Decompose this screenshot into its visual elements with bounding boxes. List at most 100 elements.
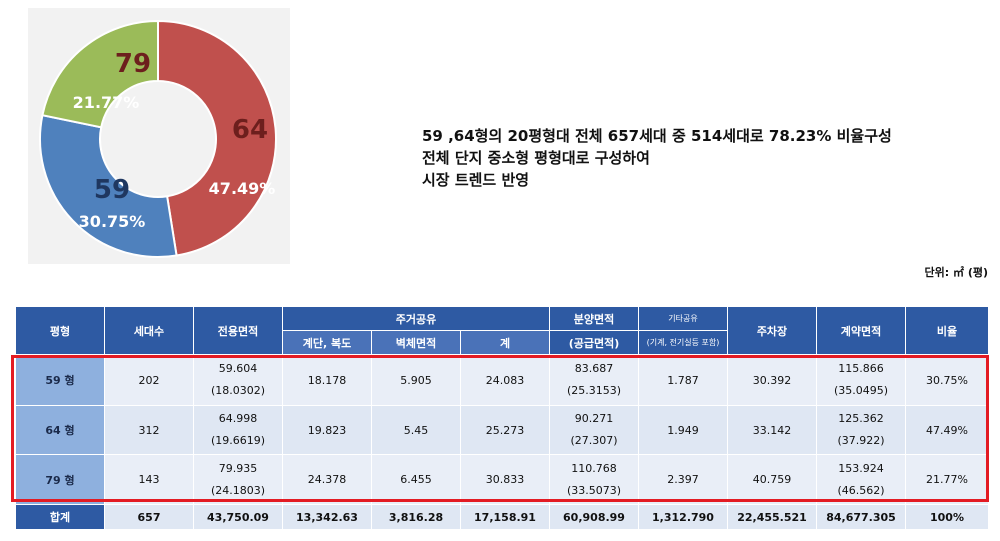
cell-households: 312 — [104, 405, 194, 455]
cell-parking: 40.759 — [727, 454, 817, 505]
row-type-label: 79 형 — [45, 473, 75, 487]
table-row: 64 형 312 64.998 (19.6619) 19.823 5.45 25.… — [15, 405, 989, 455]
cell-stair: 24.378 — [282, 454, 372, 505]
cell-stair: 19.823 — [282, 405, 372, 455]
cell-exclusive-m2: 64.998 — [218, 412, 258, 425]
cell-sale-m2: 83.687 — [574, 362, 614, 375]
header-households: 세대수 — [104, 306, 194, 355]
cell-wall: 6.455 — [371, 454, 461, 505]
cell-exclusive-m2: 59.604 — [218, 362, 258, 375]
total-subtotal: 17,158.91 — [460, 504, 550, 530]
cell-contract-py: (46.562) — [837, 483, 885, 497]
cell-subtotal: 25.273 — [460, 405, 550, 455]
cell-contract-py: (37.922) — [837, 434, 885, 447]
donut-slice-79 — [41, 19, 159, 129]
total-ratio: 100% — [905, 504, 989, 530]
cell-wall: 5.905 — [371, 354, 461, 406]
cell-wall: 5.45 — [371, 405, 461, 455]
total-wall: 3,816.28 — [371, 504, 461, 530]
cell-subtotal: 30.833 — [460, 454, 550, 505]
total-parking: 22,455.521 — [727, 504, 817, 530]
donut-slice-label: 59 — [94, 175, 130, 205]
header-type: 평형 — [15, 306, 105, 355]
cell-contract-m2: 153.924 — [838, 461, 884, 475]
donut-slice-64 — [157, 19, 277, 257]
header-contract-area: 계약면적 — [816, 306, 906, 355]
cell-households: 143 — [104, 454, 194, 505]
cell-other: 1.787 — [638, 354, 728, 406]
cell-parking: 30.392 — [727, 354, 817, 406]
cell-sale-m2: 110.768 — [571, 461, 617, 475]
cell-exclusive: 64.998 (19.6619) — [193, 405, 283, 455]
summary-line-2: 전체 단지 중소형 평형대로 구성하여 — [422, 149, 650, 167]
cell-sale-m2: 90.271 — [574, 412, 614, 425]
row-type-label: 59 형 — [45, 374, 75, 387]
cell-sale-py: (33.5073) — [566, 483, 622, 497]
header-parking: 주차장 — [727, 306, 817, 355]
row-type: 59 형 — [15, 354, 105, 406]
cell-ratio: 30.75% — [905, 354, 989, 406]
cell-sale: 110.768 (33.5073) — [549, 454, 639, 505]
donut-slice-label: 79 — [115, 49, 151, 79]
donut-slice-percent: 21.77% — [73, 93, 140, 112]
area-table: 평형 세대수 전용면적 주거공유 분양면적 기타공유 주차장 계약면적 비율 계… — [15, 306, 989, 530]
total-label: 합계 — [15, 504, 105, 530]
header-residential-common: 주거공유 — [282, 306, 550, 331]
row-type-label: 64 형 — [45, 424, 75, 437]
header-supply-area: (공급면적) — [549, 330, 639, 355]
cell-sale: 90.271 (27.307) — [549, 405, 639, 455]
cell-contract: 153.924 (46.562) — [816, 454, 906, 505]
donut-slice-label: 64 — [232, 115, 268, 145]
cell-other: 2.397 — [638, 454, 728, 505]
cell-parking: 33.142 — [727, 405, 817, 455]
cell-contract: 115.866 (35.0495) — [816, 354, 906, 406]
cell-exclusive-py: (24.1803) — [210, 483, 266, 497]
table-row: 79 형 143 79.935 (24.1803) 24.378 6.455 30… — [15, 454, 989, 505]
donut-slice-59 — [39, 114, 178, 258]
summary-line-3: 시장 트렌드 반영 — [422, 171, 530, 189]
cell-stair: 18.178 — [282, 354, 372, 406]
total-stair: 13,342.63 — [282, 504, 372, 530]
cell-exclusive: 59.604 (18.0302) — [193, 354, 283, 406]
cell-other: 1.949 — [638, 405, 728, 455]
header-subtotal: 계 — [460, 330, 550, 355]
unit-label: 단위: ㎡ (평) — [924, 266, 988, 279]
cell-sale: 83.687 (25.3153) — [549, 354, 639, 406]
total-exclusive: 43,750.09 — [193, 504, 283, 530]
cell-contract-py: (35.0495) — [833, 384, 889, 397]
cell-ratio: 47.49% — [905, 405, 989, 455]
header-other-common: 기타공유 — [638, 306, 728, 331]
cell-exclusive-py: (18.0302) — [210, 384, 266, 397]
row-type: 79 형 — [15, 454, 105, 505]
cell-subtotal: 24.083 — [460, 354, 550, 406]
total-sale: 60,908.99 — [549, 504, 639, 530]
cell-sale-py: (25.3153) — [566, 384, 622, 397]
total-other: 1,312.790 — [638, 504, 728, 530]
table-row: 59 형 202 59.604 (18.0302) 18.178 5.905 24… — [15, 354, 989, 406]
cell-exclusive: 79.935 (24.1803) — [193, 454, 283, 505]
cell-sale-py: (27.307) — [570, 434, 618, 447]
donut-slice-percent: 30.75% — [79, 212, 146, 231]
header-exclusive: 전용면적 — [193, 306, 283, 355]
cell-exclusive-py: (19.6619) — [210, 434, 266, 447]
total-households: 657 — [104, 504, 194, 530]
donut-chart: 64 47.49% 59 30.75% 79 21.77% — [28, 8, 290, 264]
summary-text: 59 ,64형의 20평형대 전체 657세대 중 514세대로 78.23% … — [422, 125, 892, 191]
row-type: 64 형 — [15, 405, 105, 455]
donut-chart-svg: 64 47.49% 59 30.75% 79 21.77% — [39, 19, 277, 258]
donut-slice-percent: 47.49% — [209, 179, 276, 198]
table-total-row: 합계 657 43,750.09 13,342.63 3,816.28 17,1… — [15, 504, 989, 530]
cell-contract-m2: 115.866 — [838, 362, 884, 375]
header-sale-area: 분양면적 — [549, 306, 639, 331]
cell-contract-m2: 125.362 — [838, 412, 884, 425]
header-other-common-note: (기계, 전기실등 포함) — [638, 330, 728, 355]
cell-households: 202 — [104, 354, 194, 406]
cell-exclusive-m2: 79.935 — [218, 461, 258, 475]
total-contract: 84,677.305 — [816, 504, 906, 530]
header-stair-corridor: 계단, 복도 — [282, 330, 372, 355]
header-ratio: 비율 — [905, 306, 989, 355]
cell-contract: 125.362 (37.922) — [816, 405, 906, 455]
summary-line-1: 59 ,64형의 20평형대 전체 657세대 중 514세대로 78.23% … — [422, 127, 892, 145]
header-wall-area: 벽체면적 — [371, 330, 461, 355]
cell-ratio: 21.77% — [905, 454, 989, 505]
